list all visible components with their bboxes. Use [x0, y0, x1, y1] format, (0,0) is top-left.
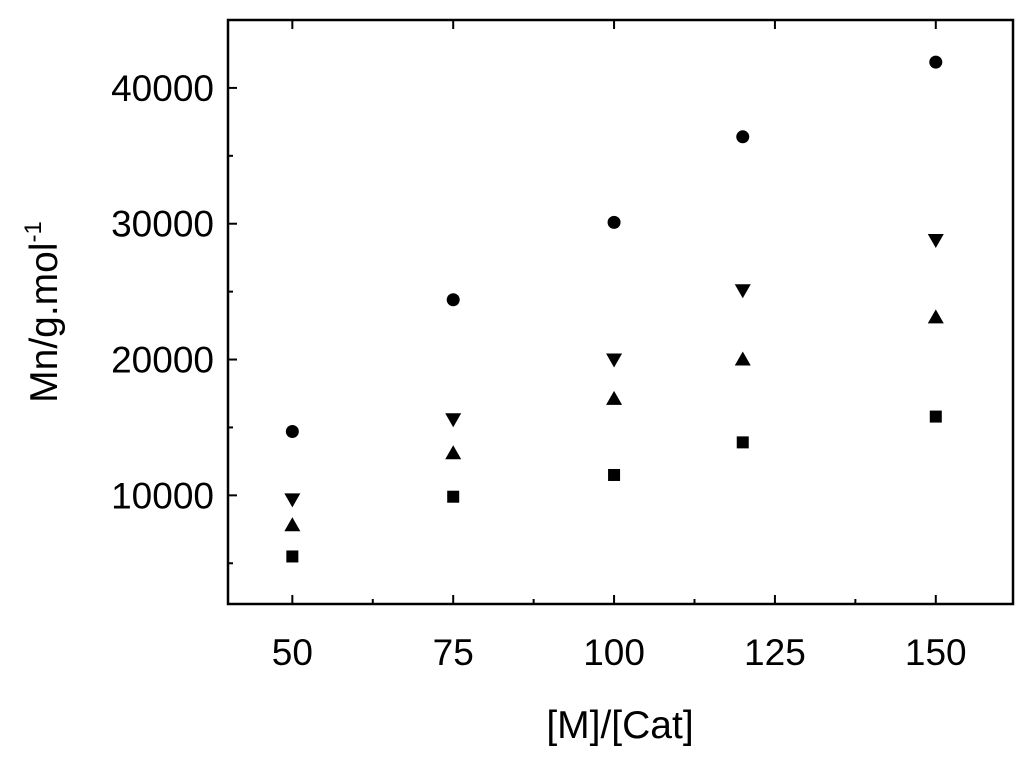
x-tick-label: 75 — [433, 632, 474, 673]
x-tick-label: 100 — [583, 632, 645, 673]
data-point-triangle-up — [445, 445, 462, 460]
data-point-square — [736, 436, 749, 449]
data-markers — [284, 55, 944, 563]
data-point-square — [286, 550, 299, 563]
y-tick-label: 30000 — [111, 204, 214, 245]
data-point-triangle-down — [284, 493, 301, 508]
data-point-circle — [285, 425, 299, 439]
data-point-circle — [929, 55, 943, 69]
y-tick-label: 20000 — [111, 340, 214, 381]
data-point-triangle-up — [927, 309, 944, 324]
data-point-triangle-down — [445, 413, 462, 428]
plot-frame — [226, 18, 1015, 606]
y-tick-label: 40000 — [111, 68, 214, 109]
x-axis-ticks: 50 75 100 125 150 — [272, 20, 967, 673]
data-point-square — [929, 410, 942, 423]
y-axis-ticks: 10000 20000 30000 40000 — [111, 19, 237, 565]
y-axis-title-superscript: -1 — [20, 221, 47, 242]
x-axis-title: [M]/[Cat] — [546, 704, 693, 747]
data-point-triangle-down — [606, 353, 623, 368]
data-point-triangle-up — [606, 390, 623, 405]
data-point-square — [608, 468, 621, 481]
data-point-triangle-down — [927, 234, 944, 249]
x-tick-label: 125 — [744, 632, 806, 673]
data-point-circle — [446, 293, 460, 307]
data-point-circle — [736, 130, 750, 144]
data-point-triangle-down — [734, 284, 751, 299]
data-point-triangle-up — [734, 351, 751, 366]
y-axis-title-main: Mn/g.mol — [23, 242, 66, 402]
y-tick-label: 10000 — [111, 475, 214, 516]
data-point-circle — [607, 215, 621, 229]
data-point-square — [447, 490, 460, 503]
y-axis-title: Mn/g.mol-1 — [20, 221, 66, 403]
data-point-triangle-up — [284, 517, 301, 532]
x-tick-label: 50 — [272, 632, 313, 673]
x-tick-label: 150 — [905, 632, 967, 673]
